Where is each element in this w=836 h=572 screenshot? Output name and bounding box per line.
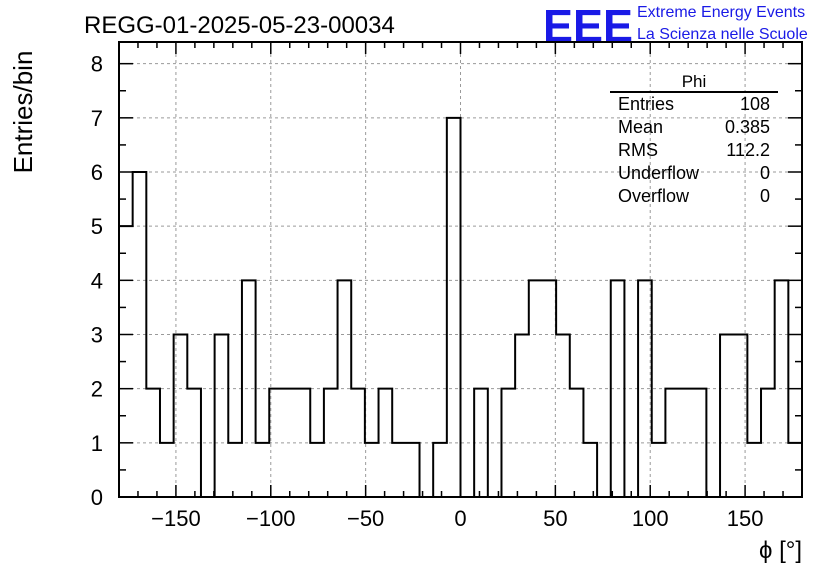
stats-value: 0 <box>760 163 770 183</box>
x-tick-label: −50 <box>347 506 384 531</box>
histogram-bin <box>747 443 761 497</box>
stats-label: Entries <box>618 94 674 114</box>
logo-mark: EEE <box>543 0 633 52</box>
histogram-bin <box>556 335 570 498</box>
histogram-bin <box>515 335 529 498</box>
histogram-series <box>118 116 803 498</box>
stats-value: 108 <box>740 94 770 114</box>
histogram-bin <box>693 389 707 497</box>
x-tick-label: 50 <box>543 506 567 531</box>
stats-value: 112.2 <box>726 140 770 160</box>
histogram-bin <box>433 443 447 497</box>
x-tick-label: 0 <box>454 506 466 531</box>
x-axis-ticks: −150 −100 −50 0 50 100 150 <box>137 42 784 531</box>
stats-label: Overflow <box>618 186 690 206</box>
stats-label: Mean <box>618 117 663 137</box>
x-tick-label: 150 <box>727 506 764 531</box>
logo-line-2: La Scienza nelle Scuole <box>637 26 808 43</box>
y-tick-label: 0 <box>91 485 103 510</box>
histogram-bin <box>160 443 174 497</box>
histogram-bin <box>720 335 734 498</box>
y-tick-label: 4 <box>91 268 103 293</box>
histogram-bin <box>406 443 420 497</box>
histogram-bin <box>652 443 666 497</box>
x-tick-label: 100 <box>632 506 669 531</box>
histogram-bin <box>256 443 270 497</box>
logo-line-1: Extreme Energy Events <box>637 4 805 21</box>
y-tick-label: 8 <box>91 52 103 77</box>
histogram-bin <box>297 389 311 497</box>
stats-value: 0.385 <box>725 117 770 137</box>
histogram-bin <box>542 280 556 497</box>
histogram-bin <box>215 335 229 498</box>
stats-label: Underflow <box>618 163 700 183</box>
histogram-bin <box>310 443 324 497</box>
y-tick-label: 6 <box>91 160 103 185</box>
x-tick-label: −100 <box>246 506 296 531</box>
stats-value: 0 <box>760 186 770 206</box>
y-tick-label: 5 <box>91 214 103 239</box>
stats-box: Phi Entries 108 Mean 0.385 RMS 112.2 Underflow… <box>610 72 778 206</box>
eee-logo: EEE Extreme Energy Events La Scienza nel… <box>543 0 808 52</box>
y-tick-label: 1 <box>91 431 103 456</box>
x-axis-label: ϕ [°] <box>759 537 802 564</box>
stats-label: RMS <box>618 140 658 160</box>
histogram-bin <box>365 443 379 497</box>
y-tick-label: 3 <box>91 323 103 348</box>
page-title: REGG-01-2025-05-23-00034 <box>84 12 395 39</box>
histogram-bin <box>392 443 406 497</box>
stats-title: Phi <box>682 72 707 91</box>
x-tick-label: −150 <box>151 506 201 531</box>
histogram-bin <box>447 118 461 497</box>
y-tick-label: 2 <box>91 377 103 402</box>
histogram-bin <box>228 443 242 497</box>
y-tick-label: 7 <box>91 106 103 131</box>
histogram-bin <box>583 443 597 497</box>
stats-rows: Entries 108 Mean 0.385 RMS 112.2 Underflow 0 Ove… <box>618 94 770 206</box>
y-axis-ticks: 0 1 2 3 4 5 6 7 8 <box>91 52 802 510</box>
y-axis-label: Entries/bin <box>8 51 38 174</box>
